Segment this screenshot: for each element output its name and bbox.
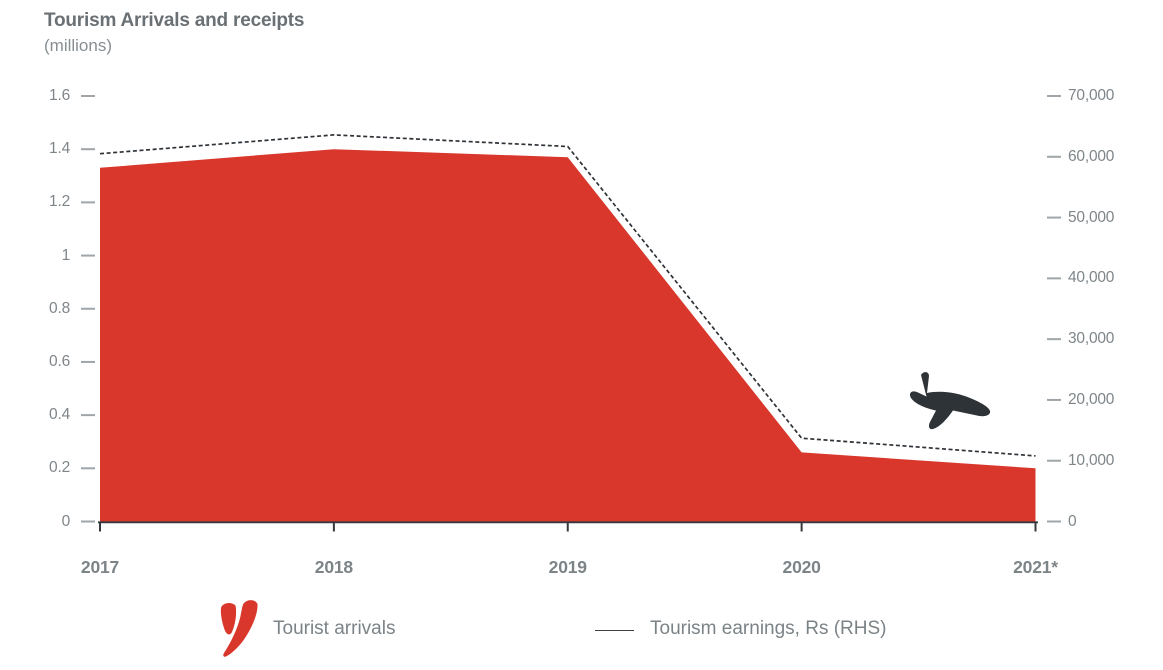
- right-axis-label: 50,000: [1068, 208, 1115, 226]
- tourist-arrivals-area: [100, 149, 1036, 522]
- left-axis-label: 1.6: [49, 87, 70, 104]
- right-axis-label: 20,000: [1068, 390, 1115, 408]
- chart-title: Tourism Arrivals and receipts: [44, 10, 305, 31]
- left-axis-label: 1.2: [49, 193, 70, 211]
- tourism-earnings-dashed-line: [99, 134, 1036, 457]
- x-axis-label-2017: 2017: [80, 557, 120, 577]
- left-axis-label: 0.2: [49, 459, 70, 477]
- left-axis-label: 0.6: [49, 352, 70, 370]
- right-axis-label: 70,000: [1068, 87, 1115, 104]
- x-axis-label-2020: 2020: [782, 557, 821, 577]
- left-axis-label: 1: [61, 246, 71, 264]
- airplane-icon: [909, 372, 991, 430]
- right-axis-label: 30,000: [1068, 330, 1115, 348]
- left-axis-label: 0.8: [49, 299, 70, 317]
- left-axis-label: 0: [61, 512, 71, 530]
- left-axis-label: 1.4: [49, 140, 70, 158]
- tourist-arrivals-legend-red-v-icon: [220, 600, 258, 657]
- right-axis-label: 0: [1068, 512, 1077, 530]
- x-axis-label-2019: 2019: [548, 557, 587, 577]
- right-axis-label: 40,000: [1068, 269, 1115, 287]
- right-axis-label: 10,000: [1068, 451, 1115, 469]
- left-axis-label: 0.4: [49, 406, 70, 424]
- right-axis-label: 60,000: [1068, 147, 1115, 165]
- legend-label-tourism-earnings: Tourism earnings, Rs (RHS): [650, 618, 887, 639]
- x-axis-label-2021: 2021*: [1013, 557, 1058, 577]
- tourism-earnings-legend-line-icon: [595, 630, 634, 631]
- chart-subtitle: (millions): [44, 36, 112, 55]
- x-axis-label-2018: 2018: [314, 557, 353, 577]
- legend-label-tourist-arrivals: Tourist arrivals: [273, 618, 396, 639]
